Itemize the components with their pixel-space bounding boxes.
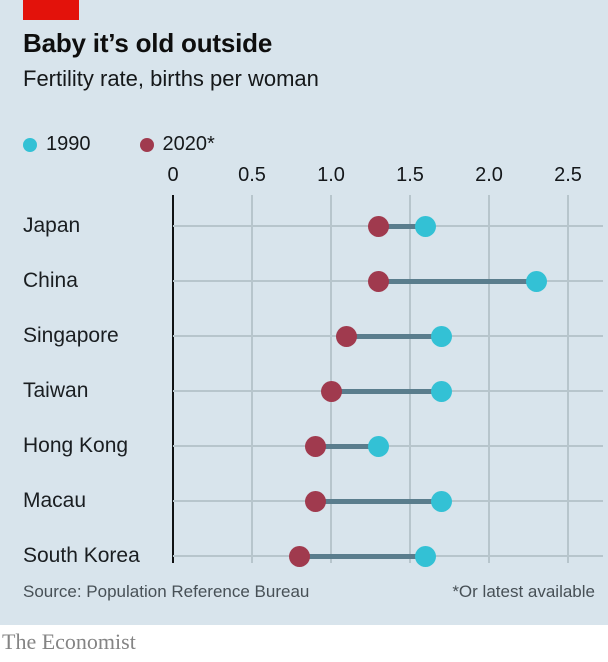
dot-2020	[336, 325, 358, 347]
x-axis-tick-labels: 0 0.5 1.0 1.5 2.0 2.5	[0, 164, 608, 188]
tick-label: 2.0	[475, 164, 503, 186]
row-label: China	[23, 269, 78, 292]
dot-2020	[320, 380, 342, 402]
legend: 1990 2020*	[23, 133, 215, 156]
dumbbell-connector	[315, 443, 379, 449]
row-label: Hong Kong	[23, 434, 129, 457]
dot-2020	[288, 545, 310, 567]
dot-2020	[367, 270, 389, 292]
y-axis-line	[172, 195, 174, 563]
dumbbell-connector	[378, 223, 426, 229]
row-label: Macau	[23, 489, 87, 512]
dot-1990	[415, 545, 437, 567]
dumbbell-connector	[299, 553, 426, 559]
legend-label-2020: 2020*	[162, 133, 215, 155]
tick-label: 0.5	[238, 164, 266, 186]
footer: Source: Population Reference Bureau *Or …	[23, 582, 595, 602]
dumbbell-connector	[315, 498, 442, 504]
economist-brand: The Economist	[2, 629, 136, 654]
chart-subtitle: Fertility rate, births per woman	[23, 66, 319, 91]
dumbbell-connector	[346, 333, 442, 339]
row-label: Singapore	[23, 324, 119, 347]
dot-1990	[431, 380, 453, 402]
dumbbell-connector	[378, 278, 537, 284]
tick-label: 1.0	[317, 164, 345, 186]
legend-dot-1990-icon	[23, 137, 37, 152]
dot-1990	[415, 215, 437, 237]
dot-1990	[525, 270, 547, 292]
dot-2020	[304, 435, 326, 457]
tick-label: 0	[167, 164, 179, 186]
source-note: Source: Population Reference Bureau	[23, 582, 310, 601]
dot-1990	[367, 435, 389, 457]
vertical-gridline	[567, 195, 569, 563]
chart-card: Baby it’s old outside Fertility rate, bi…	[0, 0, 608, 625]
dot-1990	[431, 490, 453, 512]
legend-item-1990: 1990	[23, 133, 91, 156]
legend-item-2020: 2020*	[139, 133, 215, 156]
dot-2020	[367, 215, 389, 237]
vertical-gridline	[330, 195, 332, 563]
row-label: Japan	[23, 214, 81, 237]
row-label: Taiwan	[23, 379, 89, 402]
legend-label-1990: 1990	[46, 133, 91, 155]
economist-red-tab	[23, 0, 79, 20]
footnote: *Or latest available	[452, 582, 595, 601]
tick-label: 1.5	[396, 164, 424, 186]
vertical-gridline	[251, 195, 253, 563]
vertical-gridline	[409, 195, 411, 563]
vertical-gridline	[488, 195, 490, 563]
legend-dot-2020-icon	[139, 137, 154, 152]
plot-area	[172, 195, 603, 567]
row-label: South Korea	[23, 544, 140, 567]
chart-title: Baby it’s old outside	[23, 28, 273, 58]
tick-label: 2.5	[554, 164, 582, 186]
dot-2020	[304, 490, 326, 512]
dot-1990	[431, 325, 453, 347]
dumbbell-connector	[331, 388, 442, 394]
